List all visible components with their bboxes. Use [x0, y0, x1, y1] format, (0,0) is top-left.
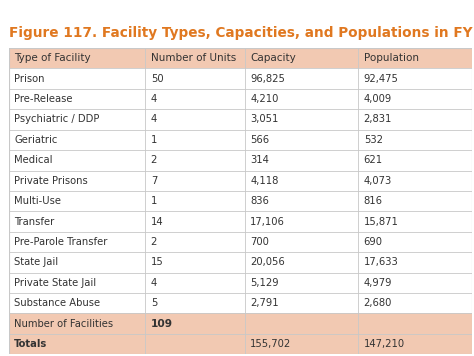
Text: 4,073: 4,073 [364, 176, 392, 186]
Bar [9, 109, 472, 130]
Text: 3,051: 3,051 [250, 115, 279, 125]
Text: 690: 690 [364, 237, 383, 247]
Text: 17,106: 17,106 [250, 216, 285, 226]
Text: 1: 1 [151, 135, 157, 145]
Bar [9, 48, 472, 68]
Bar [9, 252, 472, 273]
Text: 20,056: 20,056 [250, 257, 285, 267]
Text: Geriatric: Geriatric [14, 135, 57, 145]
Text: Pre-Parole Transfer: Pre-Parole Transfer [14, 237, 108, 247]
Bar [9, 191, 472, 211]
Text: 4,118: 4,118 [250, 176, 279, 186]
Text: 7: 7 [151, 176, 157, 186]
Text: 92,475: 92,475 [364, 74, 399, 84]
Text: 4: 4 [151, 94, 157, 104]
Text: 2: 2 [151, 155, 157, 165]
Bar [9, 334, 472, 354]
Text: Number of Units: Number of Units [151, 53, 236, 63]
Text: 566: 566 [250, 135, 269, 145]
Text: Private State Jail: Private State Jail [14, 278, 96, 288]
Bar [9, 293, 472, 313]
Text: 155,702: 155,702 [250, 339, 292, 349]
Text: Prison: Prison [14, 74, 45, 84]
Text: Medical: Medical [14, 155, 53, 165]
Bar [9, 211, 472, 232]
Text: Capacity: Capacity [250, 53, 296, 63]
Text: Private Prisons: Private Prisons [14, 176, 88, 186]
Text: 2: 2 [151, 237, 157, 247]
Text: 4,009: 4,009 [364, 94, 392, 104]
Bar [9, 313, 472, 334]
Text: Type of Facility: Type of Facility [14, 53, 91, 63]
Text: 5: 5 [151, 298, 157, 308]
Text: 4: 4 [151, 278, 157, 288]
Text: 96,825: 96,825 [250, 74, 285, 84]
Bar [9, 232, 472, 252]
Text: Population: Population [364, 53, 419, 63]
Text: 15,871: 15,871 [364, 216, 399, 226]
Text: 4,210: 4,210 [250, 94, 279, 104]
Bar [9, 171, 472, 191]
Text: 15: 15 [151, 257, 164, 267]
Text: Psychiatric / DDP: Psychiatric / DDP [14, 115, 100, 125]
Text: State Jail: State Jail [14, 257, 58, 267]
Bar [9, 273, 472, 293]
Text: Pre-Release: Pre-Release [14, 94, 73, 104]
Text: 14: 14 [151, 216, 164, 226]
Text: 109: 109 [151, 319, 173, 329]
Text: 4: 4 [151, 115, 157, 125]
Text: 4,979: 4,979 [364, 278, 392, 288]
Text: Totals: Totals [14, 339, 47, 349]
Text: 2,791: 2,791 [250, 298, 279, 308]
Bar [9, 68, 472, 89]
Bar [9, 89, 472, 109]
Bar [9, 150, 472, 171]
Text: Transfer: Transfer [14, 216, 55, 226]
Text: 1: 1 [151, 196, 157, 206]
Text: 836: 836 [250, 196, 269, 206]
Text: Figure 117. Facility Types, Capacities, and Populations in FY 2015: Figure 117. Facility Types, Capacities, … [9, 26, 474, 40]
Text: 2,680: 2,680 [364, 298, 392, 308]
Text: 314: 314 [250, 155, 269, 165]
Text: 532: 532 [364, 135, 383, 145]
Text: 2,831: 2,831 [364, 115, 392, 125]
Text: Multi-Use: Multi-Use [14, 196, 61, 206]
Text: Substance Abuse: Substance Abuse [14, 298, 100, 308]
Text: 700: 700 [250, 237, 269, 247]
Text: 621: 621 [364, 155, 383, 165]
Text: 816: 816 [364, 196, 383, 206]
Bar [9, 130, 472, 150]
Text: 50: 50 [151, 74, 164, 84]
Text: 17,633: 17,633 [364, 257, 399, 267]
Text: 147,210: 147,210 [364, 339, 405, 349]
Text: 5,129: 5,129 [250, 278, 279, 288]
Text: Number of Facilities: Number of Facilities [14, 319, 113, 329]
